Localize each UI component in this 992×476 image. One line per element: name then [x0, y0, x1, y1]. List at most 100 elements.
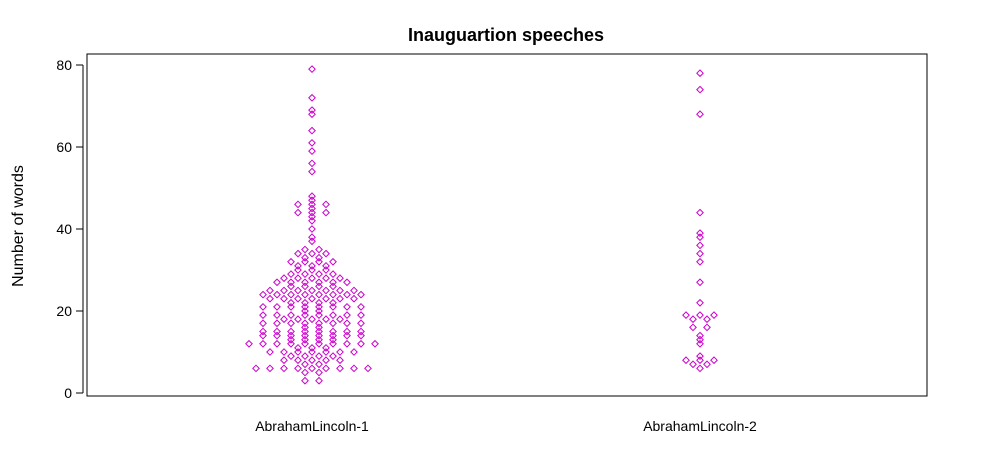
data-point [315, 311, 323, 320]
data-point [294, 364, 302, 373]
data-point [329, 298, 337, 307]
data-point [301, 331, 309, 340]
data-point [308, 192, 316, 201]
y-tick-label: 20 [56, 303, 72, 319]
data-point [308, 126, 316, 135]
data-point [371, 339, 379, 348]
data-point [696, 241, 704, 250]
data-point [689, 315, 697, 324]
data-point [322, 200, 330, 209]
data-point [696, 364, 704, 373]
data-point [329, 327, 337, 336]
data-point [294, 356, 302, 365]
data-point [696, 229, 704, 238]
data-point [350, 348, 358, 356]
data-point [696, 233, 704, 242]
data-point [308, 159, 316, 168]
data-point [308, 167, 316, 176]
data-point [315, 335, 323, 344]
data-point [301, 323, 309, 332]
data-point [287, 290, 295, 299]
data-point [336, 348, 344, 356]
data-point [266, 294, 274, 303]
data-point [273, 290, 281, 299]
data-point [287, 311, 295, 320]
data-point [294, 315, 302, 324]
data-point [308, 200, 316, 209]
data-point [294, 348, 302, 356]
data-point [301, 253, 309, 262]
data-point [336, 356, 344, 365]
data-point [245, 339, 253, 348]
data-point [308, 286, 316, 295]
data-point [322, 261, 330, 270]
data-point [301, 327, 309, 336]
data-point [336, 274, 344, 283]
data-point [308, 266, 316, 274]
data-point [301, 311, 309, 320]
data-point [696, 356, 704, 365]
x-axis-labels: AbrahamLincoln-1 AbrahamLincoln-2 [255, 418, 757, 434]
data-points [245, 65, 718, 385]
data-point [308, 261, 316, 270]
data-point [308, 106, 316, 115]
data-point [287, 339, 295, 348]
data-point [301, 298, 309, 307]
data-point [357, 331, 365, 340]
data-point [273, 339, 281, 348]
data-point [689, 323, 697, 332]
data-point [696, 257, 704, 266]
data-point [350, 294, 358, 303]
data-point [710, 311, 718, 320]
data-point [294, 200, 302, 209]
data-point [308, 249, 316, 258]
data-point [287, 319, 295, 328]
data-point [315, 360, 323, 369]
data-point [696, 339, 704, 348]
data-point [343, 278, 351, 287]
data-point [273, 302, 281, 311]
data-point [703, 323, 711, 332]
data-point [287, 270, 295, 279]
data-point [322, 356, 330, 365]
data-point [329, 290, 337, 299]
data-point [280, 286, 288, 295]
data-point [301, 360, 309, 369]
data-point [696, 249, 704, 258]
data-point [294, 249, 302, 258]
data-point [696, 208, 704, 217]
data-point [329, 270, 337, 279]
y-axis-title: Number of words [10, 165, 27, 287]
data-point [357, 339, 365, 348]
data-point [259, 311, 267, 320]
data-point [357, 302, 365, 311]
data-point [343, 311, 351, 320]
data-point [280, 294, 288, 303]
data-point [308, 204, 316, 213]
data-point [343, 331, 351, 340]
data-point [357, 319, 365, 328]
data-point [322, 249, 330, 258]
data-point [259, 331, 267, 340]
data-point [322, 286, 330, 295]
data-point [308, 364, 316, 373]
data-point [703, 360, 711, 369]
data-point [322, 208, 330, 217]
data-point [322, 348, 330, 356]
data-point [301, 352, 309, 361]
data-point [315, 376, 323, 385]
data-point [308, 294, 316, 303]
data-point [301, 307, 309, 315]
data-point [273, 331, 281, 340]
data-point [308, 208, 316, 217]
data-point [280, 315, 288, 324]
data-point [696, 298, 704, 307]
data-point [259, 327, 267, 336]
data-point [343, 327, 351, 336]
data-point [301, 278, 309, 287]
data-point [273, 311, 281, 320]
data-point [336, 294, 344, 303]
y-tick-label: 80 [56, 57, 72, 73]
data-point [294, 261, 302, 270]
